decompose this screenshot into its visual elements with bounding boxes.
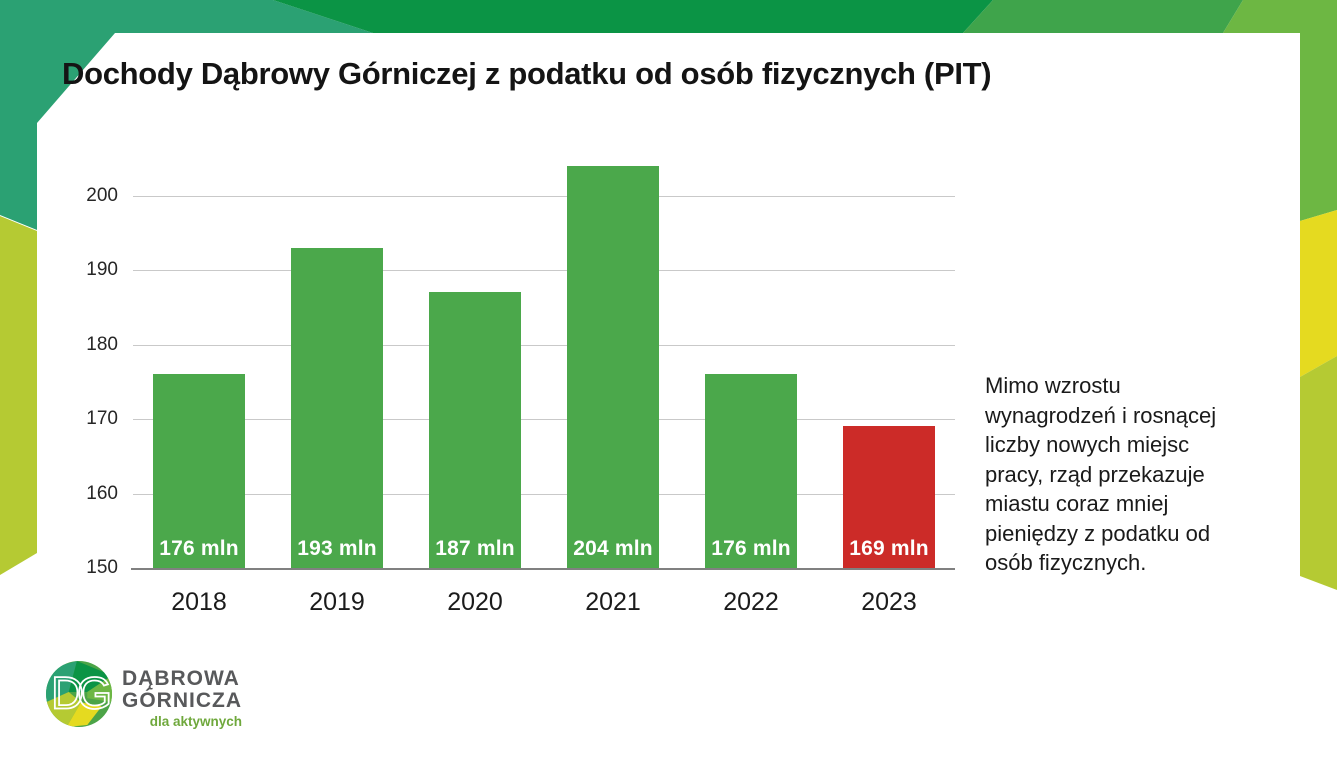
y-tick-label: 180 <box>86 333 118 355</box>
y-tick-label: 200 <box>86 184 118 206</box>
logo-wordmark: DĄBROWA GÓRNICZA dla aktywnych <box>122 667 242 730</box>
logo-tagline: dla aktywnych <box>149 714 242 729</box>
gridline <box>133 270 955 271</box>
gridline <box>133 344 955 346</box>
bar-2021: 204 mln <box>567 165 659 568</box>
y-tick-label: 160 <box>86 482 118 504</box>
y-tick-label: 190 <box>86 259 118 280</box>
dg-logo-icon: DG <box>46 661 112 727</box>
bar-2020: 187 mln <box>429 292 521 568</box>
bar-value-label: 193 mln <box>297 536 377 560</box>
bar-2022: 176 mln <box>705 374 797 568</box>
bar-value-label: 204 mln <box>573 536 653 560</box>
bar-value-label: 187 mln <box>435 536 515 560</box>
city-logo: DG DĄBROWA GÓRNICZA dla aktywnych <box>46 661 242 729</box>
y-tick-label: 150 <box>86 557 118 578</box>
bar-2019: 193 mln <box>291 247 383 568</box>
bar-value-label: 176 mln <box>159 536 239 560</box>
bar-value-label: 169 mln <box>849 536 929 560</box>
bar-2023: 169 mln <box>843 426 935 568</box>
annotation-text: Mimo wzrostu wynagrodzeń i rosnącej licz… <box>985 373 1217 575</box>
x-tick-label: 2018 <box>171 588 227 616</box>
x-tick-label: 2022 <box>723 588 779 616</box>
x-tick-label: 2023 <box>861 588 917 616</box>
bar-value-label: 176 mln <box>711 536 791 560</box>
gridline <box>133 419 955 420</box>
dg-monogram: DG <box>51 667 109 718</box>
logo-name-line2: GÓRNICZA <box>122 689 242 712</box>
y-tick-label: 170 <box>86 408 118 429</box>
x-tick-label: 2021 <box>585 588 641 616</box>
logo-name-line1: DĄBROWA <box>122 667 240 690</box>
bar-2018: 176 mln <box>153 374 245 568</box>
x-tick-label: 2019 <box>309 588 365 616</box>
x-tick-label: 2020 <box>447 588 503 616</box>
gridline <box>133 195 955 197</box>
gridline <box>133 493 955 495</box>
x-axis-line <box>131 568 955 570</box>
